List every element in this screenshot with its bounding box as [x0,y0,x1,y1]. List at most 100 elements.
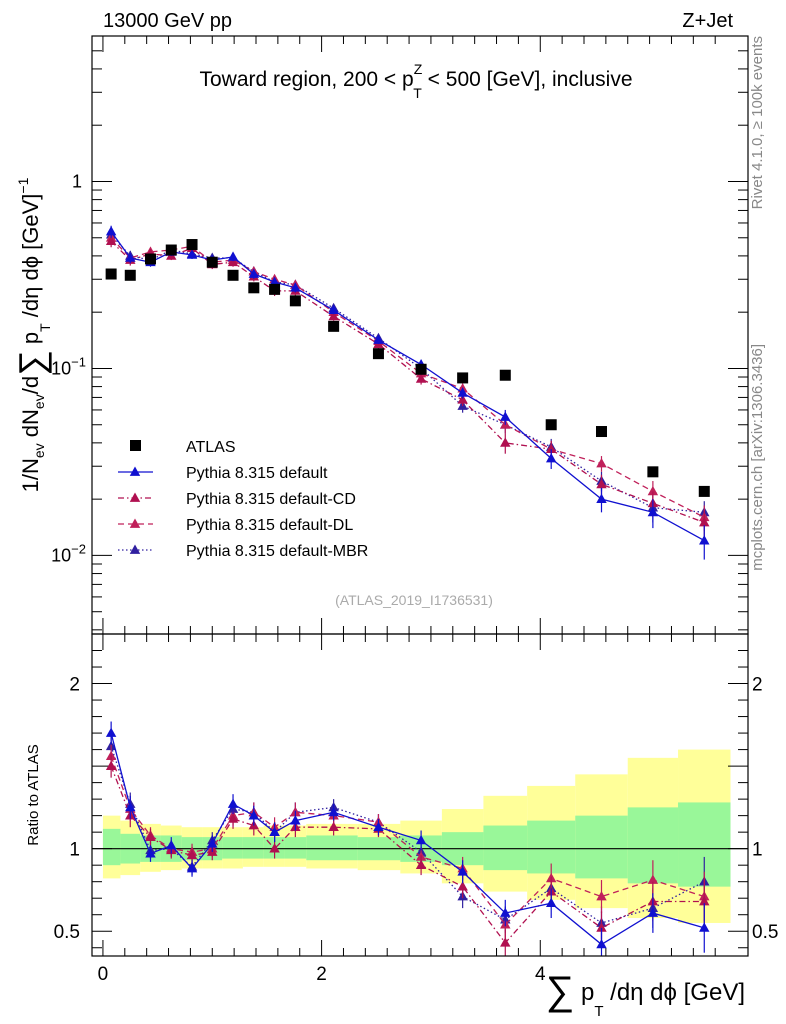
y-tick-label: 1 [72,171,82,191]
data-point [105,235,117,245]
analysis-watermark: (ATLAS_2019_I1736531) [335,592,493,608]
atlas-point [227,269,239,281]
ratio-frame [91,633,749,957]
atlas-point [144,253,156,265]
data-point [545,452,557,463]
atlas-point [647,466,659,478]
atlas-point [165,244,177,256]
x-axis-label-text: ∑ pT /dη dϕ [GeV] [546,969,745,1020]
x-tick-label: 4 [535,964,546,985]
atlas-point [595,426,607,438]
ratio-y-tick-label-right: 0.5 [752,922,778,943]
collision-energy-label: 13000 GeV pp [103,10,232,32]
data-point [699,517,710,527]
legend-label: Pythia 8.315 default-CD [186,491,356,508]
data-point [125,252,136,262]
data-point [186,249,198,259]
y-tick-label: 10−2 [51,541,86,565]
atlas-point [499,369,511,381]
data-point [328,304,339,315]
data-point [500,437,511,447]
ratio-point [647,874,659,884]
legend-marker [129,466,141,476]
atlas-point [372,348,384,360]
ratio-point [596,922,607,932]
ratio-point [647,907,659,917]
x-tick-label: 0 [98,964,109,985]
data-point [500,411,511,421]
ratio-point [290,815,301,825]
atlas-point [328,320,340,332]
data-point [647,506,659,517]
atlas-point [457,372,469,384]
ratio-point [207,838,218,848]
ratio-point [186,862,198,873]
data-point [699,535,710,545]
data-point [596,493,607,503]
atlas-point [269,283,281,295]
main-y-axis-label-text: 1/Nev dNev/d∑ pT /dη dϕ [GeV]−1 [11,177,53,492]
ratio-point [596,891,607,901]
ratio-point [227,798,239,808]
legend-entry-3: Pythia 8.315 default-DL [118,517,353,534]
ratio-point [596,938,607,949]
ratio-point [227,813,239,823]
legend-entry-0: ATLAS [130,439,236,456]
data-point [596,478,607,489]
main-y-axis-label: 1/Nev dNev/d∑ pT /dη dϕ [GeV]−1 [11,177,53,492]
y-tick-label: 10−1 [51,354,86,378]
ratio-point [415,834,427,845]
ratio-point [500,907,511,917]
data-point [248,268,260,278]
ratio-y-tick-label-right: 2 [752,675,763,696]
data-point [227,251,239,261]
data-point [227,256,239,267]
main-title-text: Toward region, 200 < pZ T < 500 [GeV], in… [199,61,632,101]
ratio-y-tick-label-right: 1 [752,840,763,861]
legend-label: ATLAS [186,439,236,456]
atlas-point [698,485,710,497]
main-plot: 10−2 10−1 1 [51,35,749,635]
data-point [415,373,427,383]
uncertainty-band-inner [575,815,628,879]
ratio-point [145,848,156,858]
atlas-point [206,256,218,268]
ratio-point [105,760,117,770]
mcplots-label: mcplots.cern.ch [arXiv:1306.3436] [749,344,766,571]
data-point [545,443,557,454]
ratio-point [269,826,280,837]
ratio-point [457,881,468,891]
main-title: Toward region, 200 < pZ T < 500 [GeV], in… [199,61,632,101]
ratio-point [373,821,384,832]
data-point [269,276,280,286]
uncertainty-band-inner [102,828,121,866]
legend-marker [129,492,141,502]
x-axis-label: ∑ pT /dη dϕ [GeV] [546,969,745,1020]
data-point [457,394,468,404]
uncertainty-band-inner [306,835,358,861]
legend: ATLAS Pythia 8.315 default Pythia 8.315 de… [118,439,368,560]
ratio-point [166,839,177,850]
ratio-y-tick-label: 0.5 [54,922,80,943]
ratio-point [545,897,557,908]
ratio-y-tick-label: 2 [69,675,80,696]
ratio-point [328,806,339,817]
legend-marker [129,518,141,528]
atlas-point [545,419,557,431]
data-point [328,310,339,321]
legend-marker [129,544,141,554]
ratio-y-axis-label: Ratio to ATLAS [25,744,42,845]
data-point [596,458,607,468]
uncertainty-band-inner [483,825,528,871]
ratio-point [186,849,198,860]
ratio-y-tick-label: 1 [69,840,80,861]
atlas-point [186,239,198,251]
legend-entry-1: Pythia 8.315 default [118,465,328,482]
legend-label: Pythia 8.315 default-DL [186,517,353,534]
atlas-point [248,282,260,294]
uncertainty-band-inner [242,837,264,859]
data-point [373,334,384,344]
atlas-point [124,269,136,281]
ratio-point [699,896,710,906]
